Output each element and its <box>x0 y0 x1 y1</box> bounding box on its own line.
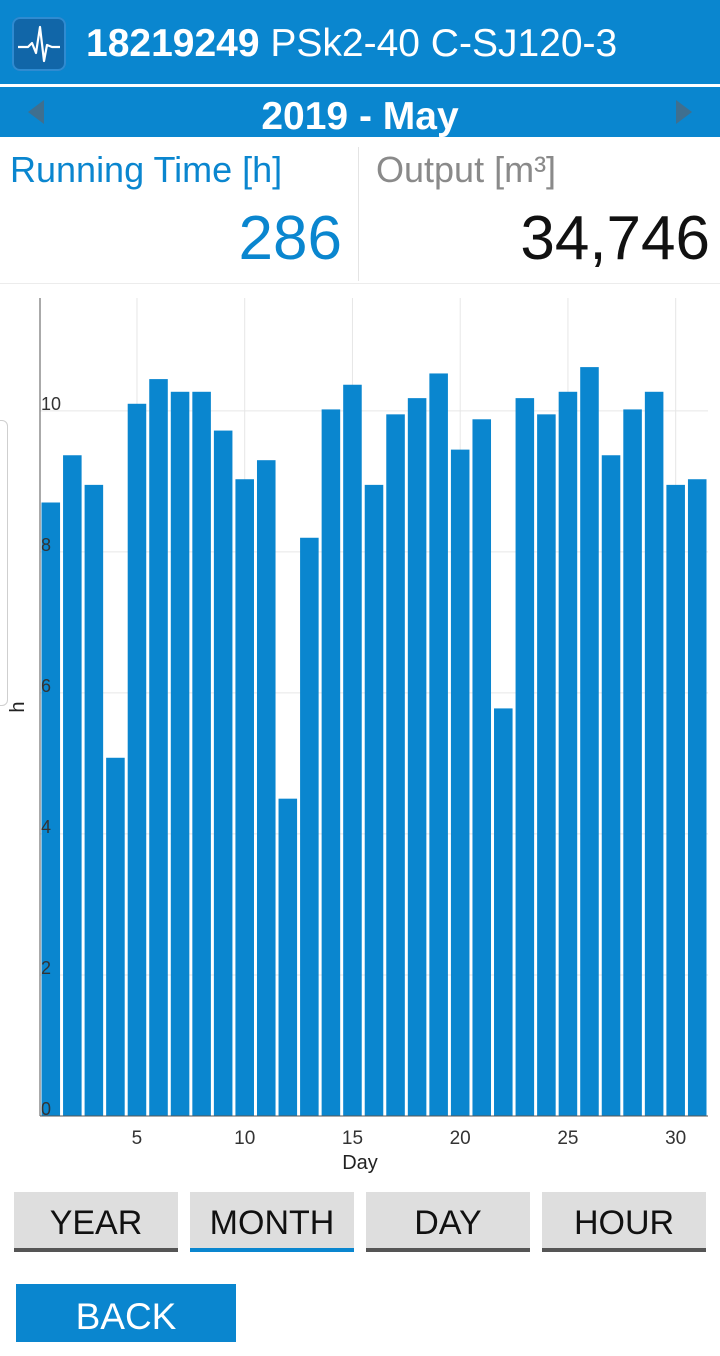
bar <box>63 455 82 1117</box>
running-time-label: Running Time [h] <box>10 149 283 190</box>
output-value: 34,746 <box>520 204 710 273</box>
bar <box>235 479 254 1116</box>
bar <box>170 391 190 1116</box>
period-label: 2019 - May <box>261 95 459 138</box>
stats-bottom-border <box>0 283 720 284</box>
bar <box>149 379 168 1116</box>
bar <box>300 537 319 1116</box>
year-button[interactable]: YEAR <box>14 1192 178 1252</box>
period-selector: 2019 - May <box>0 87 720 138</box>
bar <box>623 409 642 1116</box>
bar <box>580 367 599 1116</box>
month-button[interactable]: MONTH <box>190 1192 354 1252</box>
bar <box>601 455 621 1117</box>
day-button[interactable]: DAY <box>366 1192 530 1252</box>
device-model: PSk2-40 C-SJ120-3 <box>270 22 618 65</box>
stats-divider <box>358 147 359 281</box>
bar <box>450 449 470 1116</box>
y-tick-label: 0 <box>41 1099 51 1119</box>
bar <box>386 414 405 1116</box>
y-tick-label: 2 <box>41 958 51 978</box>
bar <box>106 757 125 1116</box>
x-tick-label: 15 <box>342 1128 363 1149</box>
chevron-left-icon[interactable] <box>28 100 44 124</box>
bar <box>343 384 362 1116</box>
x-tick-label: 20 <box>450 1128 471 1149</box>
app-header: 18219249 PSk2-40 C-SJ120-3 <box>0 0 720 84</box>
bar <box>256 460 276 1116</box>
drawer-handle[interactable] <box>0 420 8 706</box>
running-time-chart: 0 2 4 6 8 10 5 10 15 20 25 30 Day h <box>7 298 708 1174</box>
x-tick-label: 5 <box>132 1128 143 1149</box>
bar <box>558 391 578 1116</box>
bar <box>407 398 427 1116</box>
bar <box>127 403 147 1116</box>
bar <box>278 798 298 1116</box>
bar <box>429 373 448 1116</box>
hour-button[interactable]: HOUR <box>542 1192 706 1252</box>
chevron-right-icon[interactable] <box>676 100 692 124</box>
running-time-value: 286 <box>238 204 342 273</box>
bar <box>364 484 384 1116</box>
bar <box>321 409 341 1116</box>
y-tick-label: 10 <box>41 394 61 414</box>
bar <box>644 391 664 1116</box>
device-number: 18219249 <box>86 22 260 65</box>
bar <box>84 484 104 1116</box>
bar <box>537 414 556 1116</box>
x-tick-label: 25 <box>557 1128 578 1149</box>
bar <box>192 391 211 1116</box>
page-title: 18219249 PSk2-40 C-SJ120-3 <box>86 16 617 72</box>
x-tick-label: 10 <box>234 1128 255 1149</box>
y-tick-label: 4 <box>41 817 51 837</box>
back-button[interactable]: BACK <box>16 1284 236 1342</box>
y-axis-label: h <box>7 701 29 712</box>
bar <box>41 502 61 1116</box>
stats-panel: Running Time [h] 286 Output [m³] 34,746 <box>0 137 720 283</box>
y-tick-label: 6 <box>41 676 51 696</box>
bar <box>472 419 492 1116</box>
bar <box>666 484 685 1116</box>
bar <box>687 479 707 1116</box>
pulse-wave-icon <box>12 17 66 71</box>
y-tick-label: 8 <box>41 535 51 555</box>
bar <box>213 430 233 1117</box>
bar <box>494 708 513 1116</box>
bar <box>515 398 535 1116</box>
output-label: Output [m³] <box>376 149 557 190</box>
x-tick-label: 30 <box>665 1128 686 1149</box>
header-divider <box>0 84 720 87</box>
x-axis-label: Day <box>342 1152 378 1174</box>
